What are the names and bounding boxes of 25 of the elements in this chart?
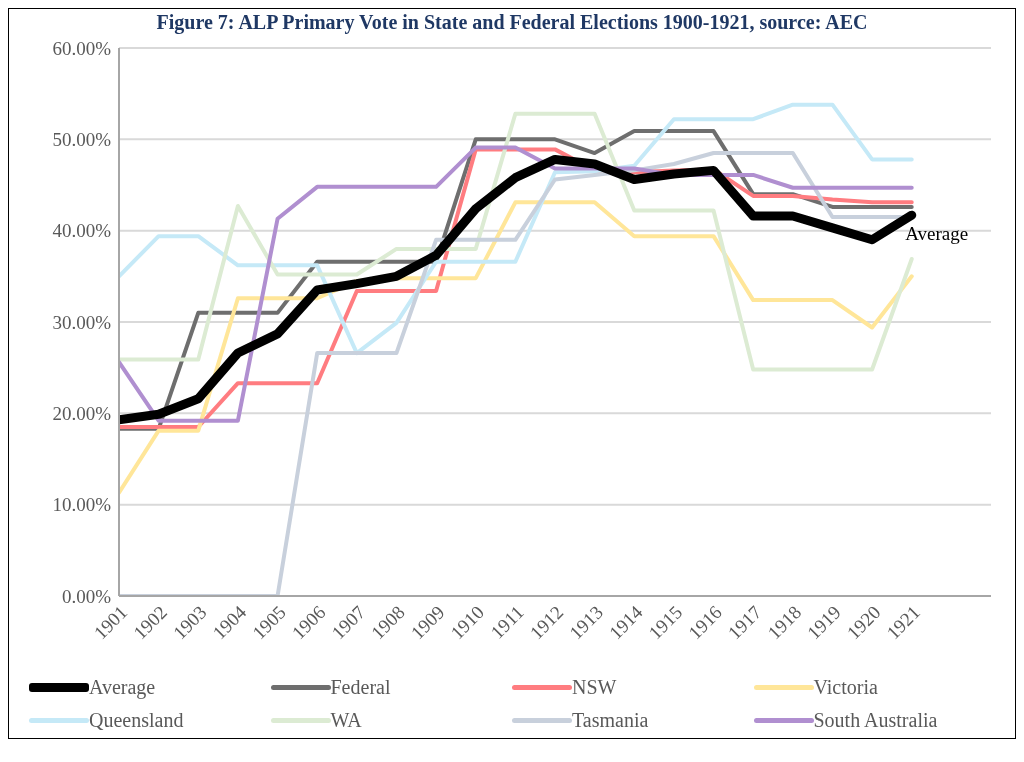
legend-label: NSW [572, 676, 617, 699]
x-tick-label: 1912 [525, 601, 568, 644]
x-tick-label: 1911 [486, 601, 528, 643]
y-tick-label: 10.00% [52, 494, 112, 516]
x-tick-label: 1919 [803, 601, 845, 644]
y-tick-label: 60.00% [52, 37, 112, 59]
x-tick-label: 1921 [882, 601, 925, 644]
x-tick-label: 1920 [842, 601, 885, 644]
y-tick-label: 50.00% [52, 129, 112, 151]
legend-label: Queensland [89, 709, 184, 732]
chart-title: Figure 7: ALP Primary Vote in State and Federal Elections 1900-1921, source: AEC [155, 10, 869, 36]
legend-label: Average [89, 676, 156, 699]
x-tick-label: 1910 [446, 601, 489, 644]
y-tick-label: 40.00% [52, 220, 112, 242]
legend-label: South Australia [813, 709, 938, 732]
y-tick-label: 20.00% [52, 403, 112, 425]
annotation: Average [905, 222, 969, 244]
legend-label: Victoria [813, 676, 878, 699]
legend-label: WA [330, 709, 362, 732]
x-tick-label: 1902 [129, 601, 171, 644]
legend-label: Federal [330, 676, 391, 699]
y-tick-label: 30.00% [52, 311, 112, 333]
y-tick-label: 0.00% [61, 585, 112, 607]
x-tick-label: 1909 [406, 601, 449, 644]
legend-label: Tasmania [572, 709, 649, 732]
